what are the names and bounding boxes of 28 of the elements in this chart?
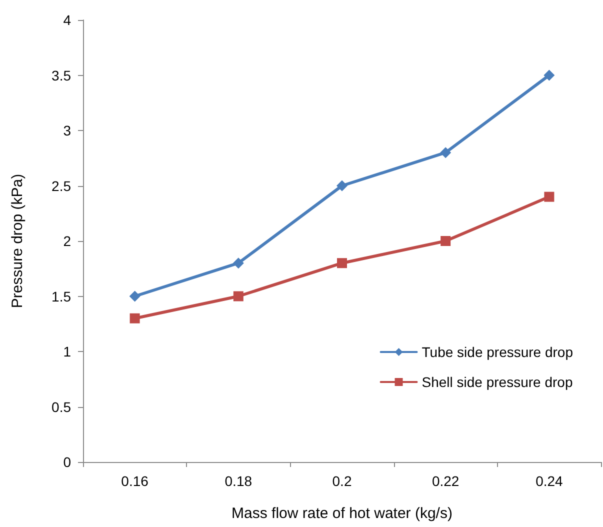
point [336, 180, 348, 192]
y-tick-label: 1.5 [52, 288, 72, 304]
y-tick-label: 2.5 [52, 178, 72, 194]
y-tick-label: 0 [63, 454, 72, 470]
y-tick-label: 0.5 [52, 398, 72, 415]
point [544, 70, 555, 81]
point [337, 258, 347, 268]
x-tick-label: 0.16 [121, 473, 149, 489]
y-tick-label: 2 [63, 233, 72, 249]
legend-label: Shell side pressure drop [422, 374, 573, 390]
y-tick-label: 3 [63, 122, 72, 138]
point [130, 313, 140, 324]
y-tick-label: 3.5 [52, 67, 72, 84]
point [440, 147, 452, 158]
point [129, 290, 140, 302]
x-tick-label: 0.18 [224, 473, 252, 489]
point [233, 291, 244, 302]
point [544, 192, 554, 202]
y-tick-label: 1 [63, 344, 72, 360]
x-tick-label: 0.2 [332, 473, 352, 489]
y-axis-title: Pressure drop (kPa) [9, 174, 26, 308]
point [232, 258, 244, 269]
x-axis-title: Mass flow rate of hot water (kg/s) [232, 505, 452, 522]
legend-label: Tube side pressure drop [422, 344, 574, 360]
x-tick-label: 0.22 [432, 473, 460, 489]
y-tick-label: 4 [63, 12, 72, 28]
x-tick-label: 0.24 [536, 473, 564, 489]
point [440, 236, 451, 246]
